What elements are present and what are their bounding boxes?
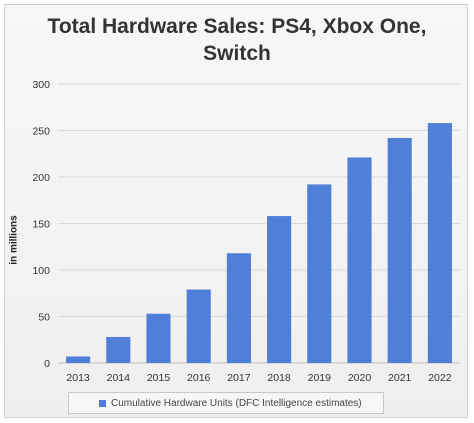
bar-2018 <box>267 216 292 363</box>
x-tick-label: 2016 <box>187 372 211 384</box>
legend: Cumulative Hardware Units (DFC Intellige… <box>68 392 384 414</box>
bar-2013 <box>66 356 91 363</box>
bar-2014 <box>106 336 131 363</box>
bar-2017 <box>226 253 251 363</box>
x-tick-label: 2014 <box>107 372 131 384</box>
x-tick-label: 2022 <box>428 372 452 384</box>
bar-2022 <box>427 123 452 363</box>
bar-2020 <box>347 157 372 363</box>
chart-title-line-2: Switch <box>203 42 271 65</box>
x-tick-label: 2018 <box>267 372 291 384</box>
x-tick-labels: 2013 2014 2015 2016 2017 2018 2019 2020 2021 2022 <box>66 372 451 384</box>
legend-label: Cumulative Hardware Units (DFC Intellige… <box>111 397 362 409</box>
y-tick-labels: 0 50 100 150 200 250 300 <box>32 79 50 370</box>
x-tick-label: 2013 <box>66 372 90 384</box>
y-tick-label: 50 <box>38 312 50 324</box>
x-tick-label: 2015 <box>147 372 171 384</box>
bars <box>66 123 452 363</box>
y-tick-label: 100 <box>32 265 50 277</box>
y-tick-label: 250 <box>32 126 50 138</box>
y-tick-label: 0 <box>44 358 50 370</box>
legend-swatch <box>99 399 106 407</box>
x-tick-label: 2020 <box>348 372 372 384</box>
bar-2021 <box>387 137 412 363</box>
y-tick-label: 200 <box>32 172 50 184</box>
bar-2019 <box>307 184 332 363</box>
bar-2015 <box>146 313 171 363</box>
y-tick-label: 300 <box>32 79 50 91</box>
bar-2016 <box>186 289 211 363</box>
x-tick-label: 2021 <box>388 372 412 384</box>
chart-title-line-1: Total Hardware Sales: PS4, Xbox One, <box>47 15 427 38</box>
x-tick-label: 2017 <box>227 372 251 384</box>
y-tick-label: 150 <box>32 219 50 231</box>
x-tick-label: 2019 <box>308 372 332 384</box>
